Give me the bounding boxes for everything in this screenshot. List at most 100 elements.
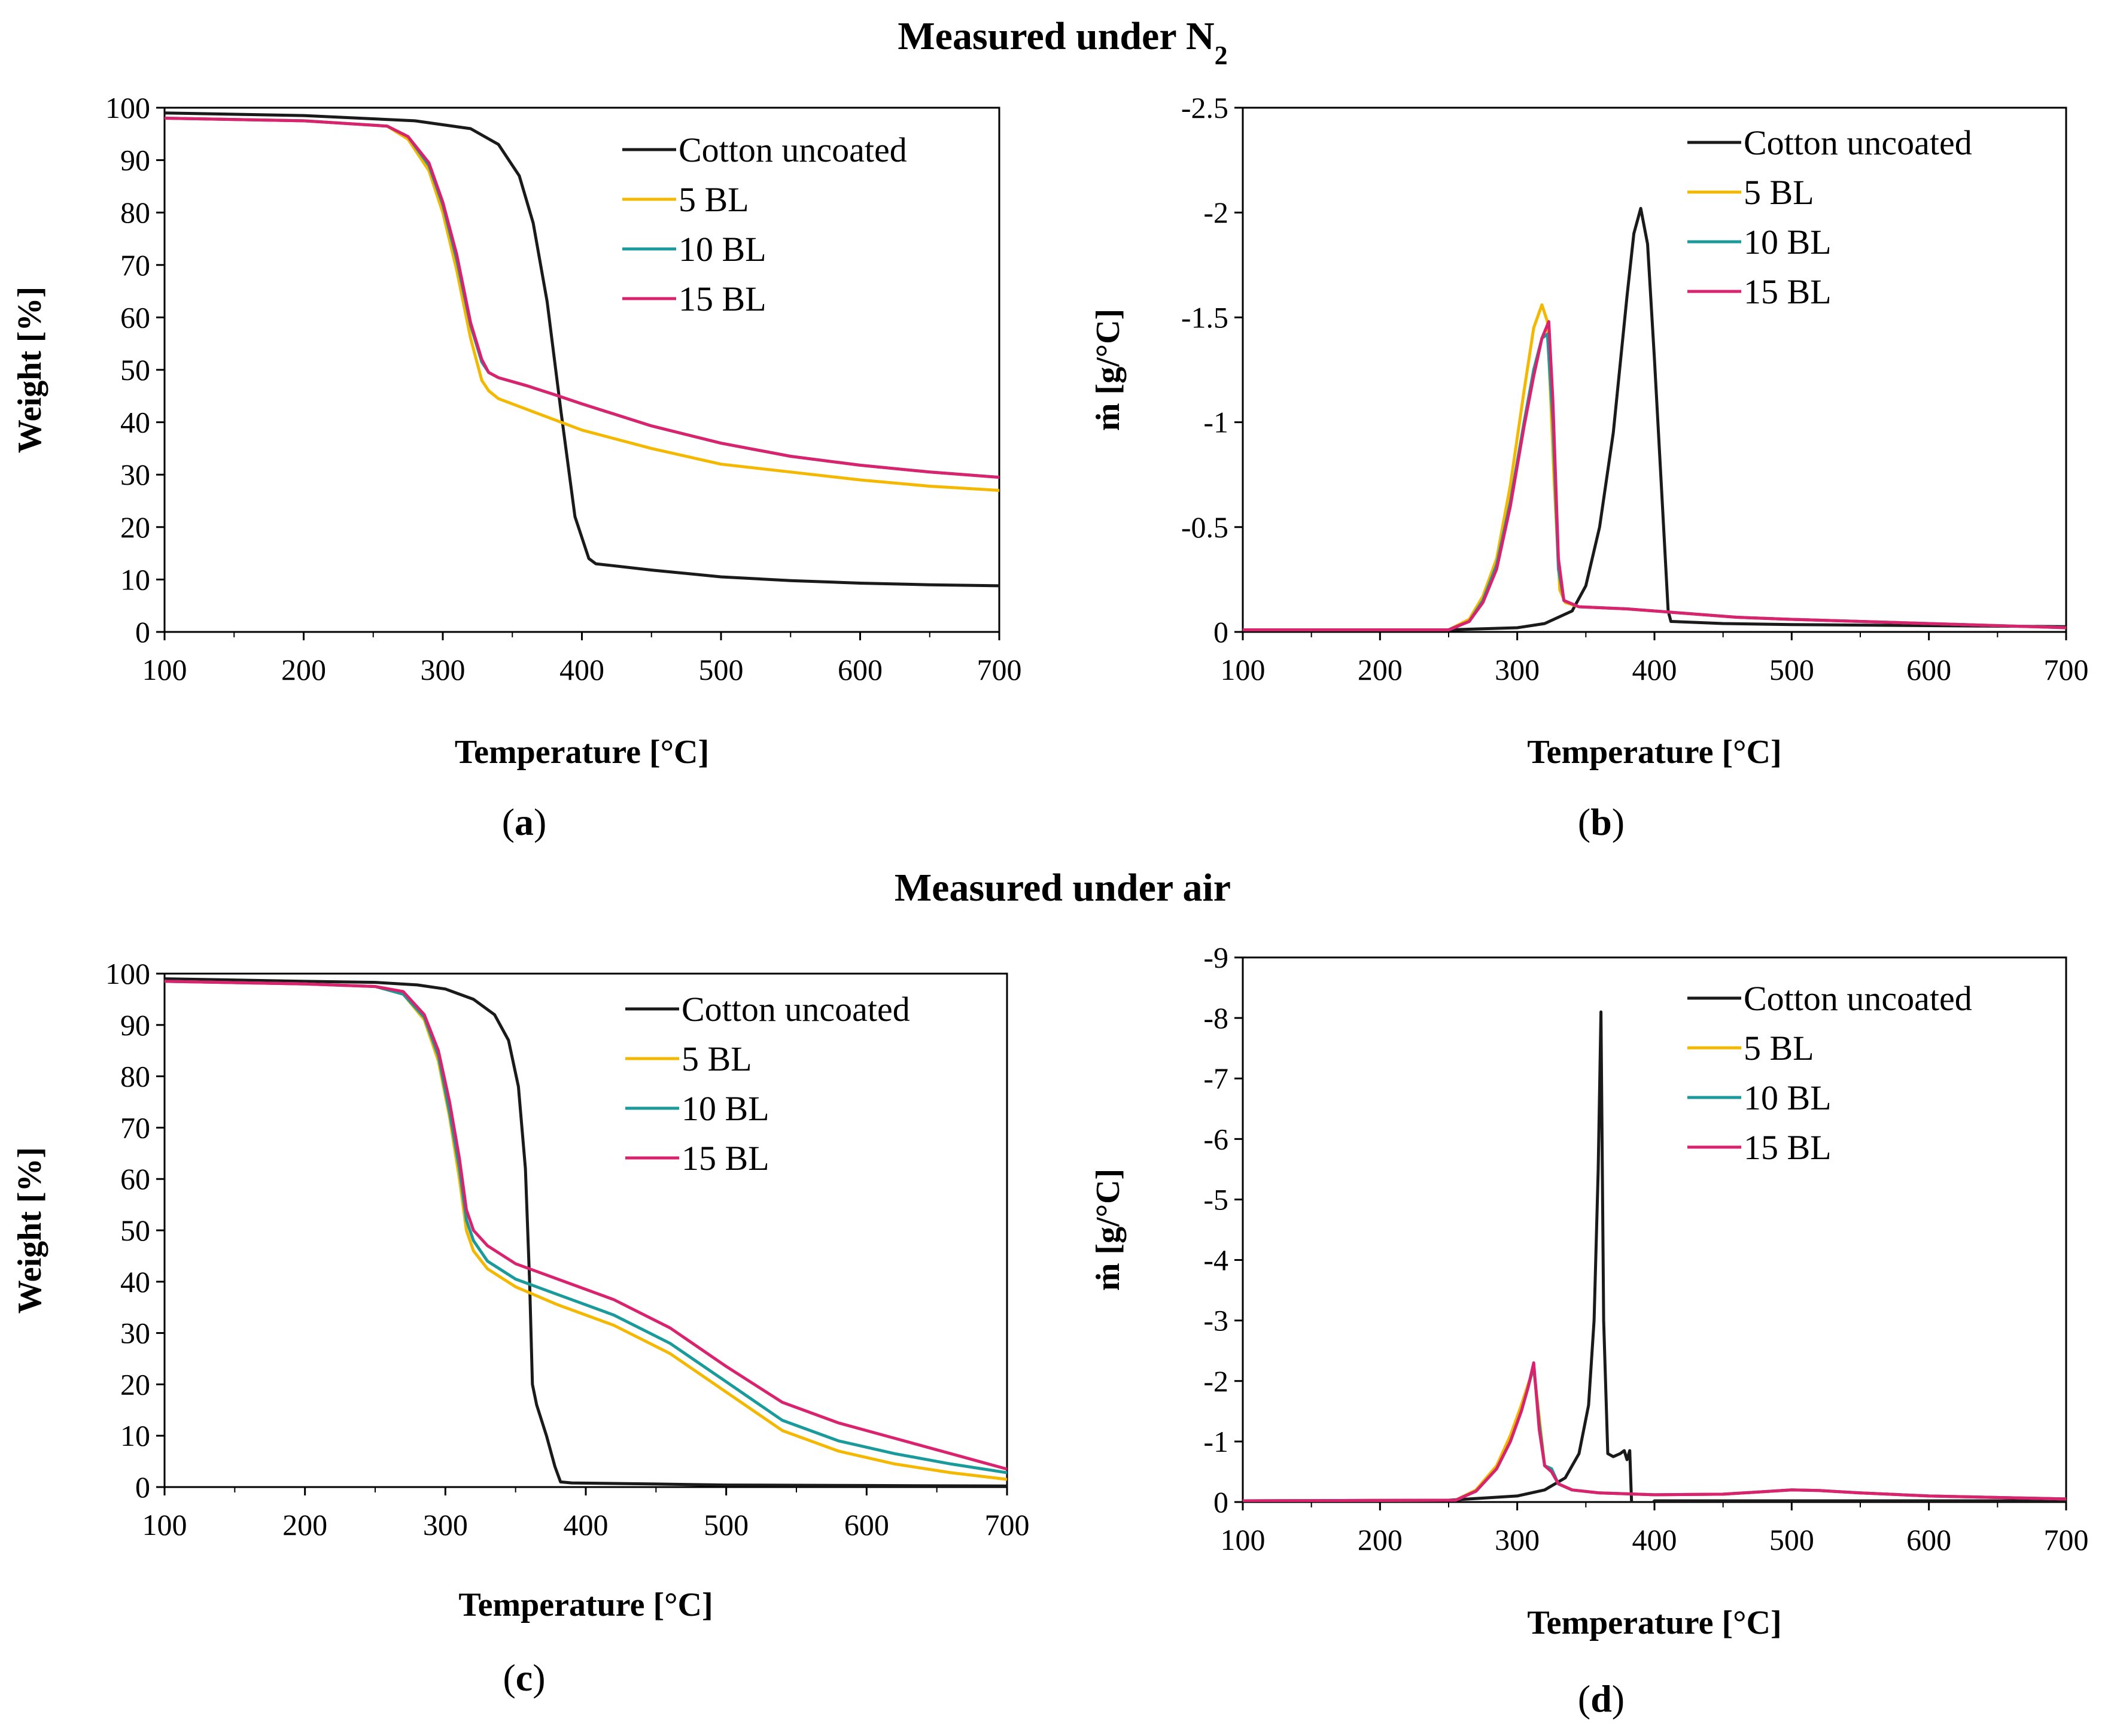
series-group: [165, 111, 999, 588]
panel-label-d: (d): [1578, 1677, 1625, 1720]
panel-c: 0 10 20 30 40 50 60 70 80 90 100 100 200 300 400 500 600…: [11, 957, 1030, 1623]
legend-label: 5 BL: [1744, 173, 1814, 212]
x-tick-label: 200: [281, 653, 326, 686]
legend-label: 10 BL: [679, 230, 766, 269]
panel-label-b: (b): [1578, 801, 1625, 843]
y-tick-label: -1: [1203, 1425, 1228, 1458]
x-tick-label: 500: [1769, 653, 1814, 686]
series-line-10-bl: [165, 117, 999, 479]
y-tick-label: -2: [1203, 196, 1228, 229]
section-title-n2-sub: 2: [1215, 41, 1228, 70]
x-tick-label: 300: [421, 653, 466, 686]
x-tick-label: 600: [1906, 653, 1951, 686]
series-group: [1243, 1010, 2066, 1502]
y-tick-label: -6: [1203, 1122, 1228, 1156]
x-tick-label: 700: [2044, 653, 2089, 686]
y-tick-label: 60: [120, 300, 150, 334]
x-tick-label: 700: [985, 1508, 1030, 1542]
legend-label: 15 BL: [679, 279, 766, 318]
legend-label: 5 BL: [1744, 1029, 1814, 1068]
series-line-10-bl: [165, 980, 1007, 1474]
x-tick-label: 300: [1495, 653, 1540, 686]
y-tick-label: 80: [120, 196, 150, 229]
y-tick-label: 100: [105, 91, 150, 124]
legend-label: Cotton uncoated: [682, 990, 910, 1029]
y-tick-label: 20: [120, 510, 150, 544]
series-line-15-bl: [1243, 320, 2066, 631]
y-tick-label: 30: [120, 458, 150, 491]
x-tick-label: 100: [1221, 653, 1266, 686]
y-tick-label: -5: [1203, 1182, 1228, 1216]
panel-a: 0 10 20 30 40 50 60 70 80 90 100 100 200 300 400 500 600…: [11, 91, 1022, 771]
x-tick-label: 200: [1358, 653, 1403, 686]
y-tick-label: 20: [120, 1367, 150, 1401]
x-tick-label: 400: [1632, 653, 1677, 686]
panel-label-d-letter: d: [1590, 1677, 1612, 1720]
y-tick-label: 70: [120, 1111, 150, 1144]
plot-frame: [1242, 956, 2067, 1503]
y-tick-label: -9: [1203, 941, 1228, 974]
y-tick-label: -3: [1203, 1304, 1228, 1337]
panel-label-c: (c): [503, 1656, 545, 1699]
y-tick-label: -7: [1203, 1062, 1228, 1095]
y-tick-label: 50: [120, 1214, 150, 1247]
x-tick-label: 300: [423, 1508, 468, 1542]
series-group: [1243, 206, 2066, 631]
y-tick-label: 90: [120, 144, 150, 177]
series-line-cotton-uncoated: [1243, 206, 2066, 631]
y-tick-label: 30: [120, 1317, 150, 1350]
y-axis-title: ṁ [g/°C]: [1090, 309, 1127, 431]
series-line-15-bl: [165, 117, 999, 479]
x-tick-label: 700: [2044, 1523, 2089, 1556]
y-tick-label: -1: [1203, 406, 1228, 439]
legend-label: 15 BL: [1744, 272, 1832, 311]
x-axis-title: Temperature [°C]: [1527, 1604, 1781, 1641]
y-tick-label: 80: [120, 1060, 150, 1093]
x-tick-label: 600: [844, 1508, 889, 1542]
series-line-10-bl: [1243, 1364, 2066, 1502]
section-title-n2: Measured under N2: [898, 14, 1227, 70]
x-tick-label: 100: [1221, 1523, 1266, 1556]
x-tick-label: 400: [564, 1508, 609, 1542]
y-axis-title: ṁ [g/°C]: [1090, 1169, 1127, 1291]
y-tick-label: 10: [120, 1419, 150, 1452]
series-line-5-bl: [165, 117, 999, 492]
panel-b: 0 -0.5 -1 -1.5 -2 -2.5 100 200 300 400 500 600 700 Te…: [1090, 91, 2089, 771]
x-tick-label: 200: [282, 1508, 327, 1542]
panel-d: 0 -1 -2 -3 -4 -5 -6 -7 -8 -9 100 200 300 400 500 600 700…: [1090, 941, 2089, 1641]
x-tick-label: 300: [1495, 1523, 1540, 1556]
x-tick-label: 600: [1906, 1523, 1951, 1556]
legend-label: Cotton uncoated: [1744, 123, 1972, 162]
legend-label: Cotton uncoated: [679, 130, 907, 169]
panel-label-c-letter: c: [516, 1656, 533, 1699]
y-tick-label: 60: [120, 1162, 150, 1196]
x-tick-label: 400: [559, 653, 604, 686]
x-tick-label: 100: [142, 653, 187, 686]
legend-label: 10 BL: [682, 1089, 769, 1128]
y-tick-label: -4: [1203, 1244, 1228, 1277]
legend-label: 10 BL: [1744, 223, 1832, 262]
legend-label: Cotton uncoated: [1744, 979, 1972, 1018]
y-tick-label: 0: [1213, 1485, 1228, 1519]
y-tick-label: 0: [1213, 615, 1228, 649]
series-line-cotton-uncoated: [165, 111, 999, 588]
y-tick-label: 90: [120, 1008, 150, 1042]
x-axis-title: Temperature [°C]: [458, 1586, 713, 1623]
y-axis-title: Weight [%]: [11, 287, 48, 453]
series-line-15-bl: [165, 980, 1007, 1471]
section-title-air: Measured under air: [895, 866, 1231, 910]
panel-label-b-letter: b: [1590, 801, 1612, 843]
y-tick-label: -2: [1203, 1364, 1228, 1398]
y-tick-label: 40: [120, 1265, 150, 1299]
y-tick-label: 100: [105, 957, 150, 990]
x-tick-label: 500: [699, 653, 744, 686]
legend-label: 5 BL: [682, 1039, 752, 1078]
series-line-5-bl: [1243, 1367, 2066, 1502]
y-tick-label: -0.5: [1181, 510, 1228, 544]
legend-label: 10 BL: [1744, 1078, 1832, 1117]
series-line-15-bl: [1243, 1361, 2066, 1502]
series-group: [165, 977, 1007, 1487]
legend-label: 15 BL: [682, 1139, 769, 1178]
series-line-cotton-uncoated: [1243, 1010, 2066, 1502]
panel-label-a: (a): [502, 801, 547, 843]
